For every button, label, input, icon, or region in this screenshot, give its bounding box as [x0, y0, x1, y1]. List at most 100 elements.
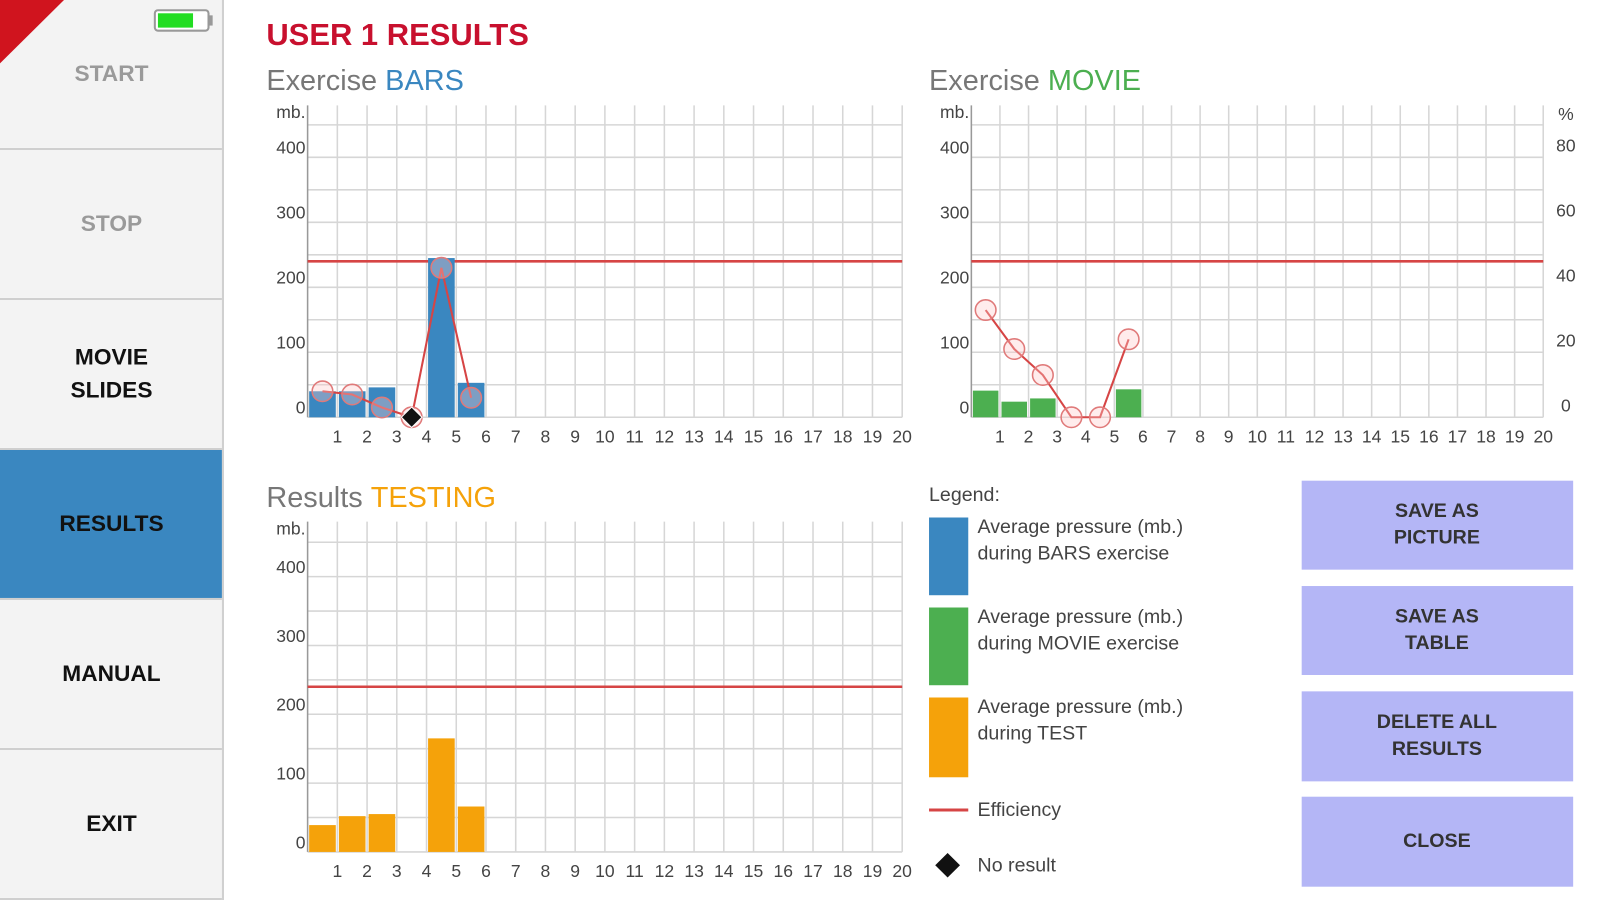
x-tick-label: 3 [392, 426, 402, 446]
efficiency-line [984, 309, 1130, 419]
x-tick-label: 10 [595, 426, 615, 446]
x-tick-label: 18 [833, 861, 853, 881]
x-tick-label: 16 [1419, 426, 1439, 446]
y-unit: mb. [940, 102, 969, 122]
x-tick-label: 4 [422, 426, 432, 446]
x-tick-label: 11 [1277, 426, 1295, 446]
x-tick-label: 17 [803, 426, 823, 446]
x-tick-label: 13 [1333, 426, 1353, 446]
button[interactable]: SAVE AS TABLE [1301, 586, 1574, 675]
menu-item[interactable]: MANUAL [0, 600, 222, 750]
y-tick-label: 0 [296, 832, 306, 852]
x-tick-label: 5 [451, 861, 461, 881]
x-tick-label: 3 [392, 861, 402, 881]
y-tick-label: 300 [940, 203, 970, 223]
y-tick-label: 0 [960, 398, 970, 418]
x-tick-label: 14 [714, 861, 734, 881]
x-tick-label: 10 [1248, 426, 1268, 446]
x-tick-label: 2 [362, 426, 372, 446]
x-tick-label: 16 [774, 861, 794, 881]
legend-label: Average pressure (mb.) [978, 606, 1184, 628]
menu-item[interactable]: RESULTS [0, 450, 222, 601]
x-tick-label: 8 [541, 426, 551, 446]
x-tick-label: 20 [1533, 426, 1553, 446]
button[interactable]: SAVE AS PICTURE [1301, 480, 1574, 570]
y-unit: mb. [276, 102, 305, 122]
efficiency-point [311, 380, 334, 403]
x-tick-label: 14 [714, 426, 734, 446]
x-tick-label: 2 [362, 861, 372, 881]
x-tick-label: 9 [570, 426, 580, 446]
x-tick-label: 11 [626, 861, 644, 881]
menu-item-bg [0, 750, 222, 898]
button-label: PICTURE [1394, 527, 1480, 549]
efficiency-point [430, 256, 453, 279]
chart-title: Results TESTING [266, 482, 496, 514]
y-tick-label: 200 [276, 268, 306, 288]
menu-label: RESULTS [59, 511, 163, 536]
efficiency-point [1060, 406, 1083, 429]
y-tick-label: 400 [276, 138, 306, 158]
chart-title-prefix: Exercise [929, 64, 1048, 96]
x-tick-label: 4 [422, 861, 432, 881]
y2-tick-label: 40 [1556, 266, 1576, 286]
x-tick-label: 15 [744, 861, 764, 881]
x-tick-label: 1 [332, 426, 342, 446]
legend-no-result-swatch [935, 852, 960, 878]
button-bg [1301, 586, 1574, 675]
button-bg [1301, 796, 1574, 887]
battery-level [157, 13, 194, 28]
no-result-marker [400, 406, 423, 429]
y-tick-label: 400 [276, 557, 306, 577]
menu-item[interactable]: MOVIE SLIDES [0, 300, 222, 450]
legend-label: Average pressure (mb.) [978, 696, 1184, 718]
button-label: SAVE AS [1395, 500, 1479, 522]
x-tick-label: 17 [803, 861, 823, 881]
x-tick-label: 19 [1505, 426, 1525, 446]
x-tick-label: 12 [1305, 426, 1325, 446]
x-tick-label: 3 [1052, 426, 1062, 446]
x-tick-label: 1 [332, 861, 342, 881]
y-tick-label: 100 [276, 764, 306, 784]
x-tick-label: 8 [1195, 426, 1205, 446]
x-tick-label: 2 [1024, 426, 1034, 446]
x-tick-label: 7 [1167, 426, 1177, 446]
efficiency-point [341, 383, 364, 406]
menu-item-bg [0, 450, 222, 598]
x-tick-label: 19 [863, 426, 883, 446]
chart-title: Exercise MOVIE [929, 64, 1141, 96]
page-title: USER 1 RESULTS [266, 17, 529, 52]
chart-title-prefix: Results [266, 482, 370, 514]
bar [309, 825, 336, 852]
efficiency-point [460, 386, 483, 409]
button[interactable]: DELETE ALL RESULTS [1301, 691, 1574, 782]
bar [428, 738, 455, 852]
y-tick-label: 200 [940, 268, 970, 288]
x-tick-label: 19 [863, 861, 883, 881]
button[interactable]: CLOSE [1301, 796, 1574, 887]
bar [1001, 401, 1027, 418]
x-tick-label: 11 [626, 426, 644, 446]
efficiency-point [1031, 364, 1054, 387]
legend-label: during BARS exercise [978, 543, 1170, 565]
y-tick-label: 100 [276, 333, 306, 353]
legend-title: Legend: [929, 484, 1000, 506]
button-bg [1301, 480, 1574, 570]
legend-label: during TEST [978, 723, 1088, 745]
x-tick-label: 20 [892, 426, 912, 446]
menu-item[interactable]: EXIT [0, 750, 222, 900]
x-tick-label: 12 [655, 426, 675, 446]
corner-flag [0, 0, 64, 64]
menu-item-bg [0, 150, 222, 298]
x-tick-label: 7 [511, 426, 521, 446]
y-tick-label: 100 [940, 333, 970, 353]
button-label: RESULTS [1392, 738, 1482, 760]
menu-item[interactable]: STOP [0, 150, 222, 301]
menu-label: SLIDES [70, 377, 152, 402]
efficiency-point [370, 396, 394, 419]
x-tick-label: 8 [541, 861, 551, 881]
x-tick-label: 6 [481, 861, 491, 881]
x-tick-label: 13 [684, 861, 704, 881]
